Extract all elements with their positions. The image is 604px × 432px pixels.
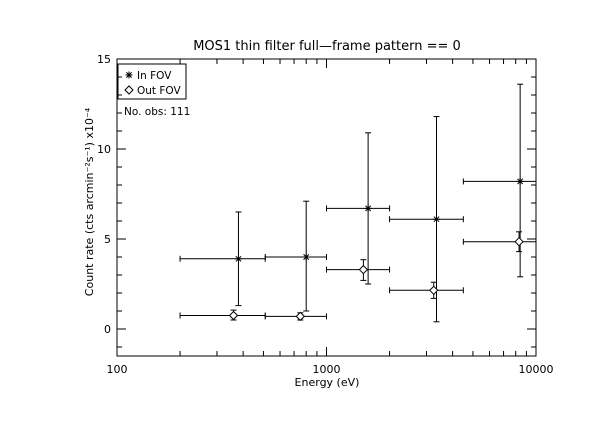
y-axis-label: Count rate (cts arcmin⁻²s⁻¹) x10⁻⁴ xyxy=(83,107,96,296)
asterisk-marker xyxy=(234,255,242,263)
data-point-out-fov xyxy=(179,309,266,321)
data-point-in-fov xyxy=(326,132,391,285)
x-axis-label: Energy (eV) xyxy=(295,376,360,389)
asterisk-marker xyxy=(364,204,372,212)
x-tick-label: 10000 xyxy=(519,363,554,376)
diamond-marker xyxy=(514,236,524,247)
diamond-marker xyxy=(358,264,369,275)
data-points xyxy=(179,83,537,323)
data-point-in-fov xyxy=(264,200,327,312)
asterisk-marker xyxy=(432,215,440,223)
legend-marker-out-fov xyxy=(124,85,134,95)
y-tick-label: 15 xyxy=(97,53,111,66)
ticks: 100 1000 10000 0 5 10 15 xyxy=(97,53,554,376)
legend-box xyxy=(117,63,187,100)
observation-count: No. obs: 111 xyxy=(124,106,190,118)
x-tick-label: 100 xyxy=(107,363,128,376)
data-point-in-fov xyxy=(179,211,266,307)
legend-label-out-fov: Out FOV xyxy=(137,85,181,97)
chart-title: MOS1 thin filter full—frame pattern == 0 xyxy=(193,39,461,54)
data-point-out-fov xyxy=(462,231,537,253)
data-point-in-fov xyxy=(462,83,537,278)
legend-marker-in-fov xyxy=(125,71,133,79)
y-tick-label: 0 xyxy=(104,323,111,336)
data-point-out-fov xyxy=(264,311,327,322)
asterisk-marker xyxy=(302,253,310,261)
legend: In FOV Out FOV xyxy=(117,63,187,100)
asterisk-marker xyxy=(516,177,524,185)
diamond-marker xyxy=(228,310,239,321)
data-point-in-fov xyxy=(389,116,464,323)
y-tick-label: 5 xyxy=(104,233,111,246)
y-tick-label: 10 xyxy=(97,143,111,156)
legend-label-in-fov: In FOV xyxy=(137,70,172,82)
data-point-out-fov xyxy=(326,259,391,281)
data-point-out-fov xyxy=(389,281,464,299)
diamond-marker xyxy=(429,285,439,296)
diamond-marker xyxy=(295,311,306,322)
x-tick-label: 1000 xyxy=(313,363,341,376)
